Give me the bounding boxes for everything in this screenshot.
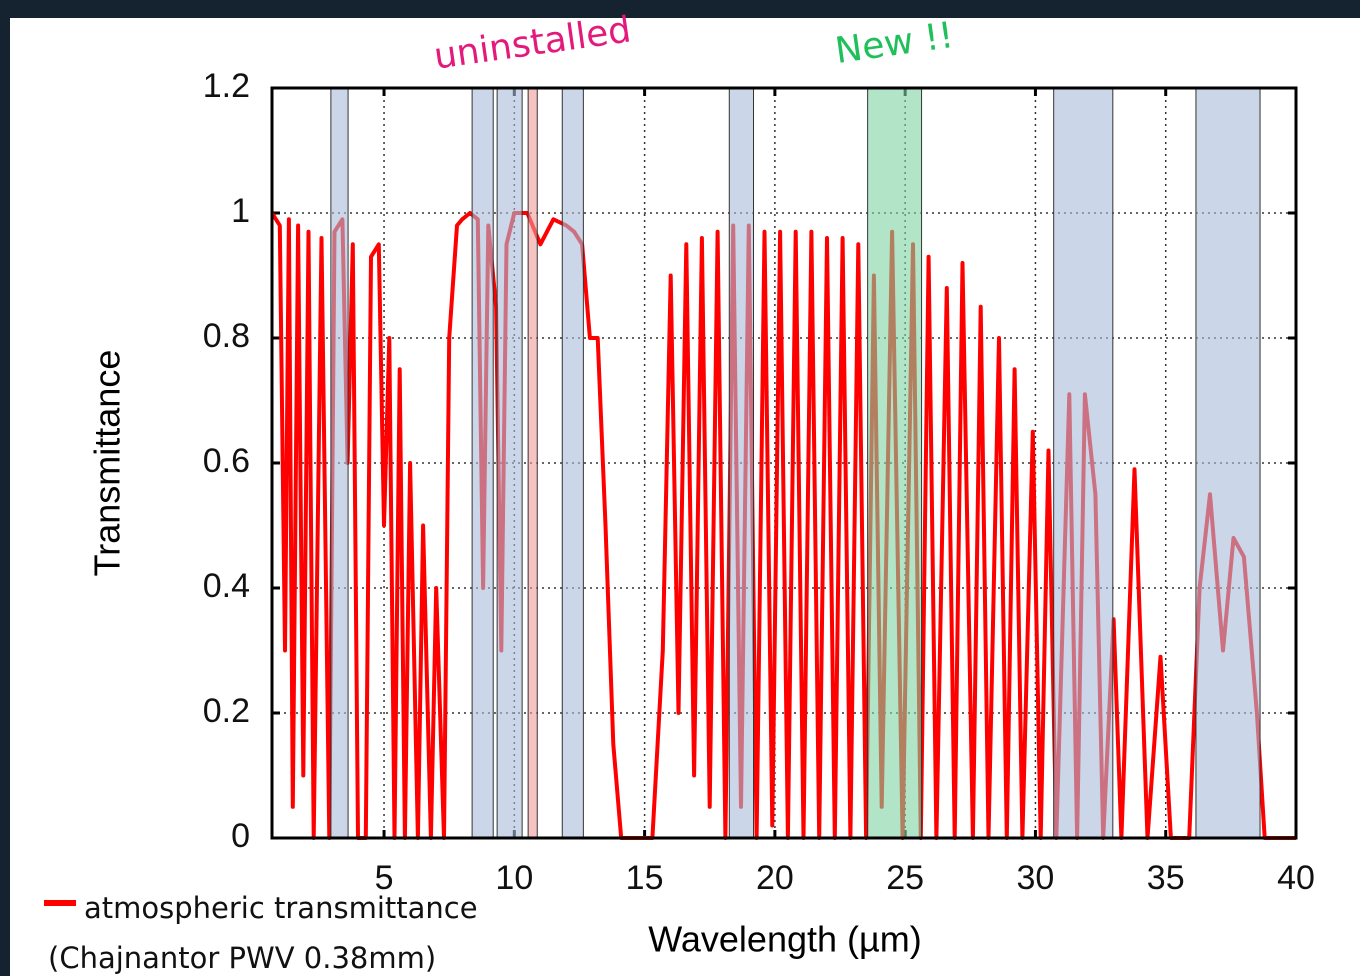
filter-band	[561, 87, 584, 839]
filter-band	[1053, 87, 1114, 839]
filter-band	[471, 87, 494, 839]
filter-band	[496, 87, 523, 839]
x-tick-label: 15	[626, 859, 664, 897]
y-tick-label: 1	[231, 192, 250, 230]
x-tick-label: 20	[756, 859, 794, 897]
plot-area: 0 0.2 0.4 0.6 0.8 1 1.2 5 10 15 20 25 30 35 40	[203, 67, 1315, 897]
x-tick-label: 25	[886, 859, 924, 897]
panel	[10, 18, 1360, 976]
x-tick-label: 5	[375, 859, 394, 897]
x-axis-title: Wavelength (µm)	[648, 919, 921, 960]
y-tick-label: 0.8	[203, 317, 250, 355]
legend-note: (Chajnantor PWV 0.38mm)	[48, 941, 436, 975]
y-tick-label: 0.6	[203, 442, 250, 480]
filter-band	[728, 87, 755, 839]
y-tick-label: 0.4	[203, 567, 250, 605]
x-tick-label: 35	[1147, 859, 1185, 897]
plot-frame	[270, 86, 1298, 840]
x-tick-label: 40	[1277, 859, 1315, 897]
legend-label: atmospheric transmittance	[84, 891, 478, 925]
y-tick-label: 0	[231, 817, 250, 855]
y-tick-label: 0.2	[203, 692, 250, 730]
x-tick-label: 10	[495, 859, 533, 897]
filter-band	[1195, 87, 1261, 839]
y-axis-title: Transmittance	[87, 350, 128, 577]
y-tick-label: 1.2	[203, 67, 250, 105]
filter-band	[867, 87, 923, 839]
filter-band	[527, 87, 538, 839]
x-tick-label: 30	[1017, 859, 1055, 897]
filter-band	[330, 87, 349, 839]
